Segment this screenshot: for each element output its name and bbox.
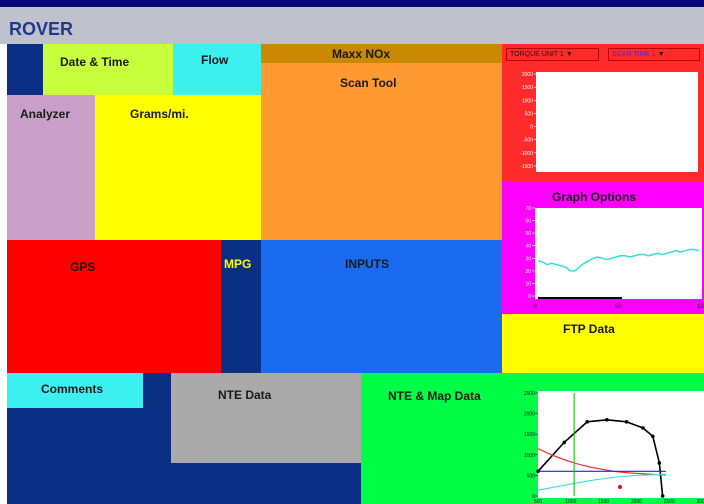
dark-corner-panel — [7, 44, 43, 95]
date-time-label: Date & Time — [60, 55, 130, 69]
torque-unit-select-value: TORQUE UNIT 1 — [510, 51, 564, 58]
nte-series-point — [657, 461, 662, 465]
top-graph-y-tick-label: 1500 — [522, 85, 533, 91]
nte-x-tick-label: 1500 — [598, 499, 609, 504]
inputs-label: INPUTS — [345, 257, 390, 271]
nte-y-tick-label: 0 — [532, 494, 535, 500]
chevron-down-icon: ▼ — [565, 51, 573, 58]
nte-x-tick-label: 1000 — [565, 499, 576, 504]
nte-x-tick-label: 2000 — [631, 499, 642, 504]
mid-graph-y-tick-label: 50 — [525, 231, 531, 237]
ftp-data-label: FTP Data — [563, 322, 615, 336]
nte-y-tick-label: 2500 — [524, 391, 535, 397]
flow-tile[interactable]: Flow — [173, 44, 261, 95]
nte-y-tick-label: 1000 — [524, 453, 535, 459]
nte-series-point — [651, 434, 655, 439]
date-time-tile[interactable]: Date & Time — [43, 44, 173, 95]
ftp-data-tile[interactable]: FTP Data — [502, 314, 704, 373]
nte-y-tick-label: 1500 — [524, 432, 535, 438]
mid-graph-x-tick-label: 100 — [697, 304, 704, 310]
nte-series-point — [585, 420, 589, 424]
mpg-tile[interactable]: MPG — [221, 240, 261, 373]
nte-data-label: NTE Data — [218, 388, 272, 402]
inputs-tile[interactable]: INPUTS — [261, 240, 502, 373]
mid-graph-y-tick-label: 20 — [525, 269, 531, 275]
analyzer-label: Analyzer — [20, 107, 71, 121]
mid-graph-y-tick-label: 60 — [525, 219, 531, 225]
scan-tool-tile[interactable]: Scan Tool — [261, 63, 502, 240]
nte-series-point — [562, 440, 567, 445]
mid-graph-y-tick-label: 30 — [525, 256, 531, 262]
analyzer-tile[interactable]: Analyzer — [7, 95, 95, 240]
chevron-down-icon: ▼ — [657, 51, 665, 58]
title-bar-top — [0, 0, 704, 7]
torque-unit-select[interactable]: TORQUE UNIT 1 ▼ — [506, 48, 599, 61]
nte-series-line — [537, 473, 666, 491]
mpg-label: MPG — [224, 257, 252, 271]
mid-graph-y-tick-label: 70 — [525, 206, 531, 212]
maxx-nox-label: Maxx NOx — [332, 47, 391, 61]
nte-series-line — [537, 448, 666, 476]
nte-x-tick-label: 3000 — [696, 499, 704, 504]
scan-tool-label: Scan Tool — [340, 76, 397, 90]
nte-map-data-label: NTE & Map Data — [388, 389, 481, 403]
mid-graph-y-tick-label: 10 — [525, 281, 531, 287]
nte-y-tick-label: 500 — [527, 473, 536, 479]
app-title: ROVER — [9, 19, 74, 39]
mid-graph-x-tick-label: 0 — [533, 304, 537, 310]
mid-graph-series-line — [537, 248, 700, 272]
top-graph-plot-area — [536, 72, 698, 172]
top-graph-y-tick-label: 1000 — [522, 98, 533, 104]
top-graph: 2000 1500 1000 500 0 -500 -1000 -1500 — [520, 72, 698, 172]
nte-series-point — [624, 420, 629, 424]
maxx-nox-tile[interactable]: Maxx NOx — [261, 44, 502, 63]
graph-options-label: Graph Options — [552, 190, 636, 204]
grams-mi-tile[interactable]: Grams/mi. — [95, 95, 261, 240]
nte-data-tile[interactable]: NTE Data — [171, 373, 361, 463]
gps-label: GPS — [70, 260, 96, 274]
mid-graph-y-tick-label: 0 — [528, 294, 531, 300]
top-graph-panel: TORQUE UNIT 1 ▼ SCAN TIME 1 ▼ 2000 1500 1000… — [502, 44, 704, 181]
grams-mi-label: Grams/mi. — [130, 107, 189, 121]
nte-y-tick-label: 2000 — [524, 412, 535, 418]
top-graph-y-tick-label: -1500 — [520, 164, 533, 170]
mid-graph-y-tick-label: 40 — [525, 244, 531, 250]
gps-tile[interactable]: GPS — [7, 240, 221, 373]
nte-x-tick-label: 500 — [534, 499, 543, 504]
comments-tile[interactable]: Comments — [7, 373, 143, 408]
comments-label: Comments — [41, 382, 104, 396]
nte-series-point — [660, 494, 665, 498]
nte-chart-plot-area — [538, 391, 704, 498]
nte-series-point — [641, 426, 645, 430]
scan-time-select-value: SCAN TIME 1 — [612, 51, 656, 58]
mid-graph-x-tick-label: 50 — [615, 304, 622, 310]
nte-series-point — [605, 417, 609, 422]
nte-map-data-tile[interactable]: NTE & Map Data 2500 2000 1500 1000 500 0 500 1… — [361, 373, 704, 504]
top-graph-y-tick-label: 0 — [530, 125, 533, 131]
top-graph-y-tick-label: -1000 — [520, 151, 533, 157]
nte-red-marker — [618, 485, 622, 489]
top-graph-y-tick-label: 2000 — [522, 72, 533, 78]
mid-graph-plot-area — [535, 208, 702, 299]
scan-time-select[interactable]: SCAN TIME 1 ▼ — [608, 48, 700, 61]
flow-label: Flow — [201, 53, 229, 67]
top-graph-y-tick-label: -500 — [523, 138, 533, 144]
title-bar: ROVER — [0, 7, 704, 44]
nte-x-tick-label: 2500 — [664, 499, 675, 504]
top-graph-y-tick-label: 500 — [525, 111, 534, 117]
